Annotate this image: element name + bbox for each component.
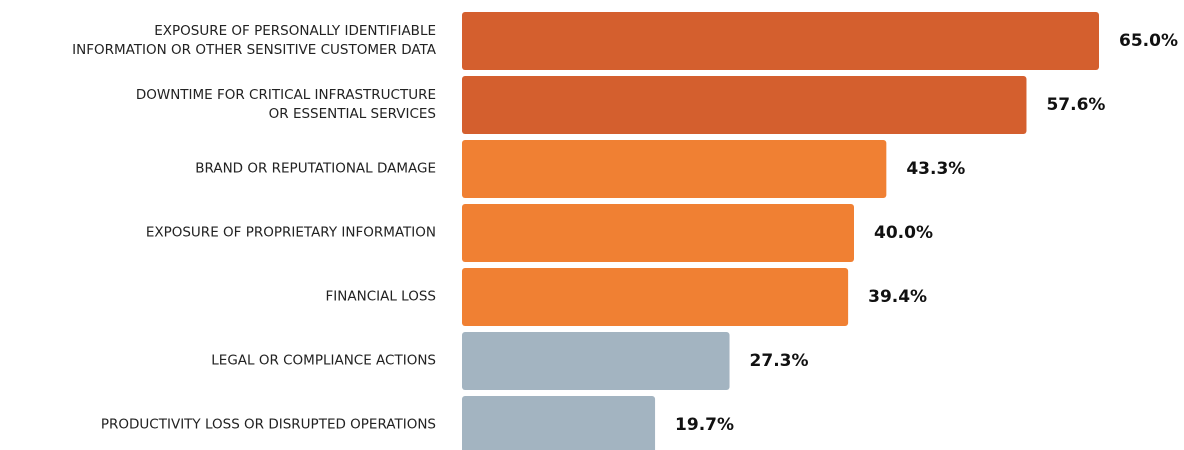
value-label: 39.4%: [868, 287, 928, 307]
value-label: 19.7%: [675, 415, 735, 435]
value-label: 43.3%: [906, 159, 966, 179]
value-label: 65.0%: [1119, 31, 1178, 51]
bar: [462, 76, 1027, 134]
category-label: LEGAL OR COMPLIANCE ACTIONS: [211, 352, 436, 369]
value-label: 40.0%: [874, 223, 933, 243]
value-label: 27.3%: [749, 351, 809, 371]
value-label: 57.6%: [1046, 95, 1106, 115]
category-label: EXPOSURE OF PROPRIETARY INFORMATION: [145, 224, 436, 241]
bar: [462, 332, 730, 390]
category-label: FINANCIAL LOSS: [325, 288, 436, 305]
category-label: PRODUCTIVITY LOSS OR DISRUPTED OPERATION…: [100, 416, 436, 433]
category-label: EXPOSURE OF PERSONALLY IDENTIFIABLE INFO…: [72, 23, 436, 58]
bar: [462, 268, 849, 326]
bar: [462, 204, 854, 262]
category-label: BRAND OR REPUTATIONAL DAMAGE: [195, 160, 436, 177]
bar: [462, 140, 887, 198]
bar: [462, 12, 1099, 70]
bar: [462, 396, 656, 450]
category-label: DOWNTIME FOR CRITICAL INFRASTRUCTURE OR …: [135, 87, 436, 122]
